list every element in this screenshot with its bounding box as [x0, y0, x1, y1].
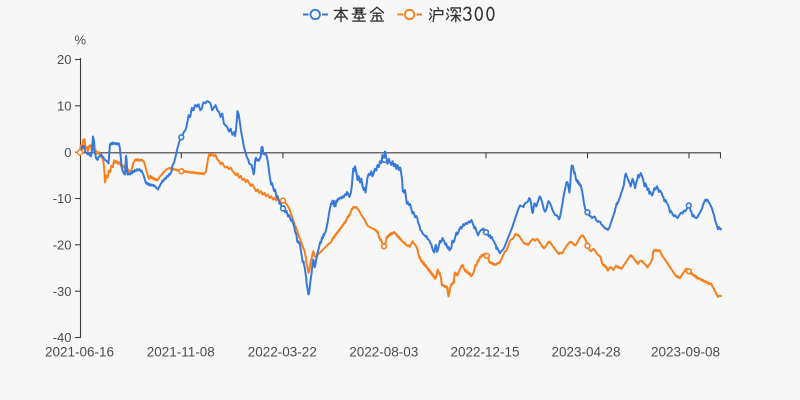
svg-text:0: 0	[64, 145, 71, 160]
svg-text:2021-06-16: 2021-06-16	[45, 345, 114, 360]
svg-text:20: 20	[57, 52, 71, 67]
svg-text:2022-12-15: 2022-12-15	[450, 345, 519, 360]
svg-text:2023-04-28: 2023-04-28	[551, 345, 620, 360]
svg-text:2022-08-03: 2022-08-03	[349, 345, 418, 360]
svg-text:-10: -10	[53, 191, 72, 206]
svg-text:-40: -40	[53, 330, 72, 345]
svg-text:2022-03-22: 2022-03-22	[248, 345, 317, 360]
svg-text:2023-09-08: 2023-09-08	[651, 345, 720, 360]
svg-text:-30: -30	[53, 284, 72, 299]
svg-text:%: %	[74, 33, 86, 48]
svg-text:10: 10	[57, 98, 71, 113]
svg-text:2021-11-08: 2021-11-08	[147, 345, 215, 360]
svg-text:-20: -20	[53, 237, 72, 252]
